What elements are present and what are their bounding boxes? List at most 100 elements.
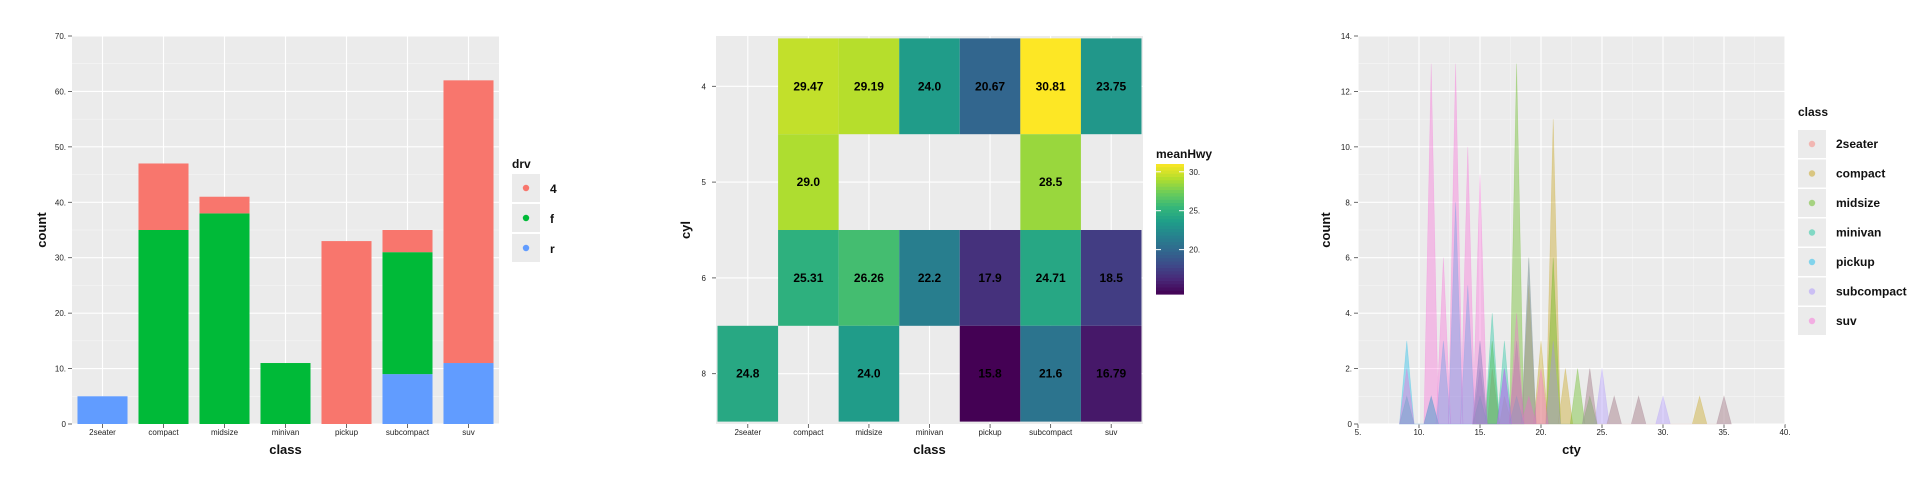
heatmap-cell xyxy=(778,38,839,135)
y-axis-title: cyl xyxy=(678,221,693,239)
x-tick-label: 40. xyxy=(1779,428,1790,437)
area-polygon xyxy=(1472,257,1732,425)
y-tick-label: 40. xyxy=(55,198,66,207)
x-axis-title: class xyxy=(269,442,302,457)
colorbar-segment xyxy=(1156,245,1184,250)
legend-label: pickup xyxy=(1836,255,1875,269)
legend-swatch xyxy=(522,244,530,252)
colorbar-segment xyxy=(1156,206,1184,211)
colorbar-segment xyxy=(1156,164,1184,168)
x-tick-label: pickup xyxy=(335,428,359,437)
cell-value-label: 23.75 xyxy=(1096,79,1126,93)
legend-label: compact xyxy=(1836,167,1885,181)
heatmap-cell xyxy=(778,230,839,326)
colorbar-segment xyxy=(1156,196,1184,201)
heatmap-cell xyxy=(959,230,1021,326)
bar xyxy=(382,252,433,375)
bar xyxy=(199,213,250,424)
colorbar-segment xyxy=(1156,287,1184,292)
cell-value-label: 24.8 xyxy=(736,367,760,381)
cell-value-label: 24.0 xyxy=(857,367,881,381)
colorbar-segment xyxy=(1156,209,1184,214)
legend-key xyxy=(1798,248,1826,276)
legend-label: 2seater xyxy=(1836,137,1878,151)
colorbar-title: meanHwy xyxy=(1156,147,1212,161)
legend-swatch xyxy=(1808,317,1816,325)
legend-key xyxy=(1798,307,1826,335)
heatmap-cell xyxy=(899,230,960,326)
colorbar-segment xyxy=(1156,235,1184,240)
bar xyxy=(138,163,189,230)
heatmap-cell xyxy=(1020,134,1081,230)
legend-label: f xyxy=(550,212,555,226)
colorbar-tick-label: 25. xyxy=(1189,207,1200,216)
heatmap-cell xyxy=(838,230,900,326)
legend-label: subcompact xyxy=(1836,285,1907,299)
colorbar-segment xyxy=(1156,274,1184,279)
colorbar-segment xyxy=(1156,258,1184,263)
legend-label: midsize xyxy=(1836,196,1880,210)
x-tick-label: minivan xyxy=(272,428,300,437)
cell-value-label: 29.47 xyxy=(793,79,823,93)
heatmap-cell xyxy=(1020,38,1081,135)
cell-value-label: 24.0 xyxy=(918,79,942,93)
colorbar-segment xyxy=(1156,167,1184,172)
area-polygon xyxy=(1399,63,1549,425)
bar xyxy=(443,363,494,424)
y-tick-label: 14. xyxy=(1341,32,1352,41)
colorbar-segment xyxy=(1156,219,1184,224)
colorbar-segment xyxy=(1156,284,1184,289)
legend-swatch xyxy=(1808,140,1816,148)
legend-swatch xyxy=(1808,170,1816,177)
legend-title: class xyxy=(1798,105,1828,119)
colorbar-segment xyxy=(1156,277,1184,282)
heatmap-cell xyxy=(838,38,900,135)
colorbar-segment xyxy=(1156,177,1184,181)
x-tick-label: suv xyxy=(1105,428,1117,437)
legend-swatch xyxy=(1808,229,1816,236)
x-tick-label: minivan xyxy=(916,428,944,437)
colorbar-segment xyxy=(1156,170,1184,175)
bar xyxy=(382,374,433,424)
x-tick-label: 2seater xyxy=(89,428,116,437)
x-tick-label: 30. xyxy=(1657,428,1668,437)
cell-value-label: 29.0 xyxy=(797,175,821,189)
x-tick-label: 5. xyxy=(1355,428,1362,437)
legend-key xyxy=(1798,218,1826,247)
y-tick-label: 6. xyxy=(1345,254,1352,263)
x-tick-label: 35. xyxy=(1718,428,1729,437)
legend-title: drv xyxy=(512,157,531,171)
heatmap-cell xyxy=(717,325,779,422)
colorbar-segment xyxy=(1156,180,1184,185)
heatmap-cell xyxy=(899,38,960,135)
y-tick-label: 0 xyxy=(62,420,67,429)
cell-value-label: 16.79 xyxy=(1096,367,1126,381)
area-polygon xyxy=(1472,63,1598,425)
colorbar-segment xyxy=(1156,238,1184,243)
x-tick-label: compact xyxy=(793,428,824,437)
area-polygon xyxy=(1472,340,1500,425)
cell-value-label: 26.26 xyxy=(854,271,884,285)
colorbar-segment xyxy=(1156,261,1184,266)
colorbar-tick-label: 20. xyxy=(1189,246,1200,255)
heatmap-cell xyxy=(1020,230,1081,326)
cell-value-label: 17.9 xyxy=(978,271,1002,285)
legend-label: 4 xyxy=(550,182,557,196)
legend-swatch xyxy=(1808,258,1816,266)
heatmap-cell xyxy=(1080,325,1142,422)
y-tick-label: 8. xyxy=(1345,198,1352,207)
y-tick-label: 60. xyxy=(55,87,66,96)
heatmap-cell xyxy=(1080,230,1142,326)
heatmap-cell xyxy=(1080,38,1142,135)
heatmap-cell xyxy=(959,325,1021,422)
x-tick-label: subcompact xyxy=(1029,428,1073,437)
legend-key xyxy=(1798,189,1826,217)
cell-value-label: 15.8 xyxy=(978,367,1002,381)
legend-swatch xyxy=(1808,288,1816,295)
bar xyxy=(443,80,494,364)
x-tick-label: suv xyxy=(462,428,474,437)
legend-swatch xyxy=(1808,199,1816,207)
colorbar-segment xyxy=(1156,229,1184,233)
colorbar-segment xyxy=(1156,203,1184,207)
